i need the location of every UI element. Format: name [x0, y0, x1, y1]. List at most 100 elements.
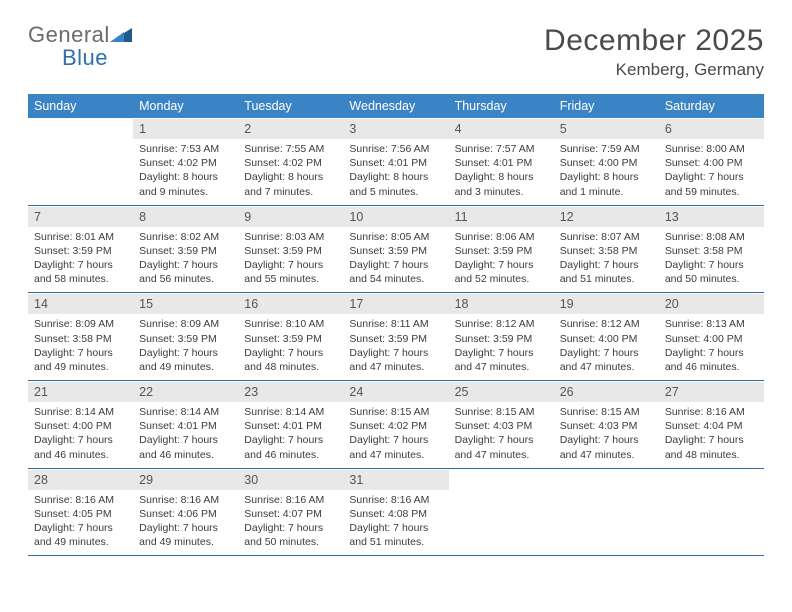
- day-cell: 22Sunrise: 8:14 AMSunset: 4:01 PMDayligh…: [133, 381, 238, 469]
- day-body: Sunrise: 8:16 AMSunset: 4:05 PMDaylight:…: [28, 490, 133, 556]
- week-row: 14Sunrise: 8:09 AMSunset: 3:58 PMDayligh…: [28, 293, 764, 381]
- day-number: 16: [238, 293, 343, 314]
- day-cell: 16Sunrise: 8:10 AMSunset: 3:59 PMDayligh…: [238, 293, 343, 381]
- day-cell: 8Sunrise: 8:02 AMSunset: 3:59 PMDaylight…: [133, 205, 238, 293]
- day-cell: 13Sunrise: 8:08 AMSunset: 3:58 PMDayligh…: [659, 205, 764, 293]
- day-number: 11: [449, 206, 554, 227]
- day-number: 10: [343, 206, 448, 227]
- title-month-year: December 2025: [544, 24, 764, 58]
- day-body: Sunrise: 8:15 AMSunset: 4:03 PMDaylight:…: [449, 402, 554, 468]
- day-number: 20: [659, 293, 764, 314]
- day-cell: 3Sunrise: 7:56 AMSunset: 4:01 PMDaylight…: [343, 118, 448, 205]
- day-number: [28, 118, 133, 125]
- day-body: [28, 125, 133, 179]
- day-body: Sunrise: 8:12 AMSunset: 4:00 PMDaylight:…: [554, 314, 659, 380]
- day-number: [554, 469, 659, 476]
- day-cell: 25Sunrise: 8:15 AMSunset: 4:03 PMDayligh…: [449, 381, 554, 469]
- day-number: 28: [28, 469, 133, 490]
- weekday-header: Friday: [554, 94, 659, 118]
- day-body: Sunrise: 8:09 AMSunset: 3:59 PMDaylight:…: [133, 314, 238, 380]
- day-cell: [28, 118, 133, 205]
- day-number: 15: [133, 293, 238, 314]
- day-number: 14: [28, 293, 133, 314]
- day-cell: 27Sunrise: 8:16 AMSunset: 4:04 PMDayligh…: [659, 381, 764, 469]
- week-row: 7Sunrise: 8:01 AMSunset: 3:59 PMDaylight…: [28, 205, 764, 293]
- weekday-header: Saturday: [659, 94, 764, 118]
- week-row: 1Sunrise: 7:53 AMSunset: 4:02 PMDaylight…: [28, 118, 764, 205]
- day-body: Sunrise: 7:59 AMSunset: 4:00 PMDaylight:…: [554, 139, 659, 205]
- day-cell: 18Sunrise: 8:12 AMSunset: 3:59 PMDayligh…: [449, 293, 554, 381]
- day-cell: [659, 468, 764, 556]
- day-cell: 4Sunrise: 7:57 AMSunset: 4:01 PMDaylight…: [449, 118, 554, 205]
- day-cell: 15Sunrise: 8:09 AMSunset: 3:59 PMDayligh…: [133, 293, 238, 381]
- weekday-header: Sunday: [28, 94, 133, 118]
- week-row: 21Sunrise: 8:14 AMSunset: 4:00 PMDayligh…: [28, 381, 764, 469]
- day-body: [554, 476, 659, 530]
- day-body: Sunrise: 8:12 AMSunset: 3:59 PMDaylight:…: [449, 314, 554, 380]
- day-number: 25: [449, 381, 554, 402]
- day-number: 29: [133, 469, 238, 490]
- day-body: Sunrise: 8:02 AMSunset: 3:59 PMDaylight:…: [133, 227, 238, 293]
- day-body: Sunrise: 8:15 AMSunset: 4:03 PMDaylight:…: [554, 402, 659, 468]
- day-body: Sunrise: 8:09 AMSunset: 3:58 PMDaylight:…: [28, 314, 133, 380]
- logo: General Blue: [28, 24, 132, 70]
- day-number: [449, 469, 554, 476]
- day-body: Sunrise: 8:00 AMSunset: 4:00 PMDaylight:…: [659, 139, 764, 205]
- day-cell: 19Sunrise: 8:12 AMSunset: 4:00 PMDayligh…: [554, 293, 659, 381]
- day-number: 13: [659, 206, 764, 227]
- logo-triangle-icon: [110, 24, 132, 47]
- day-body: Sunrise: 8:01 AMSunset: 3:59 PMDaylight:…: [28, 227, 133, 293]
- title-block: December 2025 Kemberg, Germany: [544, 24, 764, 80]
- calendar-table: Sunday Monday Tuesday Wednesday Thursday…: [28, 94, 764, 556]
- day-body: [659, 476, 764, 530]
- day-body: Sunrise: 8:10 AMSunset: 3:59 PMDaylight:…: [238, 314, 343, 380]
- day-body: Sunrise: 8:07 AMSunset: 3:58 PMDaylight:…: [554, 227, 659, 293]
- day-body: Sunrise: 8:16 AMSunset: 4:07 PMDaylight:…: [238, 490, 343, 556]
- day-body: Sunrise: 8:14 AMSunset: 4:01 PMDaylight:…: [238, 402, 343, 468]
- day-body: Sunrise: 8:16 AMSunset: 4:04 PMDaylight:…: [659, 402, 764, 468]
- day-cell: 1Sunrise: 7:53 AMSunset: 4:02 PMDaylight…: [133, 118, 238, 205]
- day-number: 21: [28, 381, 133, 402]
- day-number: 12: [554, 206, 659, 227]
- weekday-header-row: Sunday Monday Tuesday Wednesday Thursday…: [28, 94, 764, 118]
- day-number: 5: [554, 118, 659, 139]
- day-number: 22: [133, 381, 238, 402]
- day-body: Sunrise: 7:57 AMSunset: 4:01 PMDaylight:…: [449, 139, 554, 205]
- day-number: 4: [449, 118, 554, 139]
- day-number: 17: [343, 293, 448, 314]
- day-cell: [554, 468, 659, 556]
- day-number: 30: [238, 469, 343, 490]
- day-body: Sunrise: 8:14 AMSunset: 4:01 PMDaylight:…: [133, 402, 238, 468]
- day-cell: [449, 468, 554, 556]
- weekday-header: Monday: [133, 94, 238, 118]
- week-row: 28Sunrise: 8:16 AMSunset: 4:05 PMDayligh…: [28, 468, 764, 556]
- day-cell: 9Sunrise: 8:03 AMSunset: 3:59 PMDaylight…: [238, 205, 343, 293]
- calendar-body: 1Sunrise: 7:53 AMSunset: 4:02 PMDaylight…: [28, 118, 764, 556]
- day-number: 1: [133, 118, 238, 139]
- header: General Blue December 2025 Kemberg, Germ…: [28, 24, 764, 80]
- title-location: Kemberg, Germany: [544, 60, 764, 80]
- day-cell: 21Sunrise: 8:14 AMSunset: 4:00 PMDayligh…: [28, 381, 133, 469]
- weekday-header: Wednesday: [343, 94, 448, 118]
- day-number: 27: [659, 381, 764, 402]
- day-cell: 6Sunrise: 8:00 AMSunset: 4:00 PMDaylight…: [659, 118, 764, 205]
- day-number: 7: [28, 206, 133, 227]
- weekday-header: Tuesday: [238, 94, 343, 118]
- day-body: Sunrise: 8:11 AMSunset: 3:59 PMDaylight:…: [343, 314, 448, 380]
- day-cell: 31Sunrise: 8:16 AMSunset: 4:08 PMDayligh…: [343, 468, 448, 556]
- day-cell: 5Sunrise: 7:59 AMSunset: 4:00 PMDaylight…: [554, 118, 659, 205]
- day-body: Sunrise: 8:03 AMSunset: 3:59 PMDaylight:…: [238, 227, 343, 293]
- day-cell: 7Sunrise: 8:01 AMSunset: 3:59 PMDaylight…: [28, 205, 133, 293]
- day-cell: 11Sunrise: 8:06 AMSunset: 3:59 PMDayligh…: [449, 205, 554, 293]
- day-cell: 28Sunrise: 8:16 AMSunset: 4:05 PMDayligh…: [28, 468, 133, 556]
- day-body: [449, 476, 554, 530]
- day-cell: 23Sunrise: 8:14 AMSunset: 4:01 PMDayligh…: [238, 381, 343, 469]
- day-number: 23: [238, 381, 343, 402]
- day-cell: 10Sunrise: 8:05 AMSunset: 3:59 PMDayligh…: [343, 205, 448, 293]
- day-number: 3: [343, 118, 448, 139]
- day-body: Sunrise: 8:13 AMSunset: 4:00 PMDaylight:…: [659, 314, 764, 380]
- day-cell: 20Sunrise: 8:13 AMSunset: 4:00 PMDayligh…: [659, 293, 764, 381]
- day-cell: 17Sunrise: 8:11 AMSunset: 3:59 PMDayligh…: [343, 293, 448, 381]
- day-body: Sunrise: 8:05 AMSunset: 3:59 PMDaylight:…: [343, 227, 448, 293]
- day-body: Sunrise: 8:08 AMSunset: 3:58 PMDaylight:…: [659, 227, 764, 293]
